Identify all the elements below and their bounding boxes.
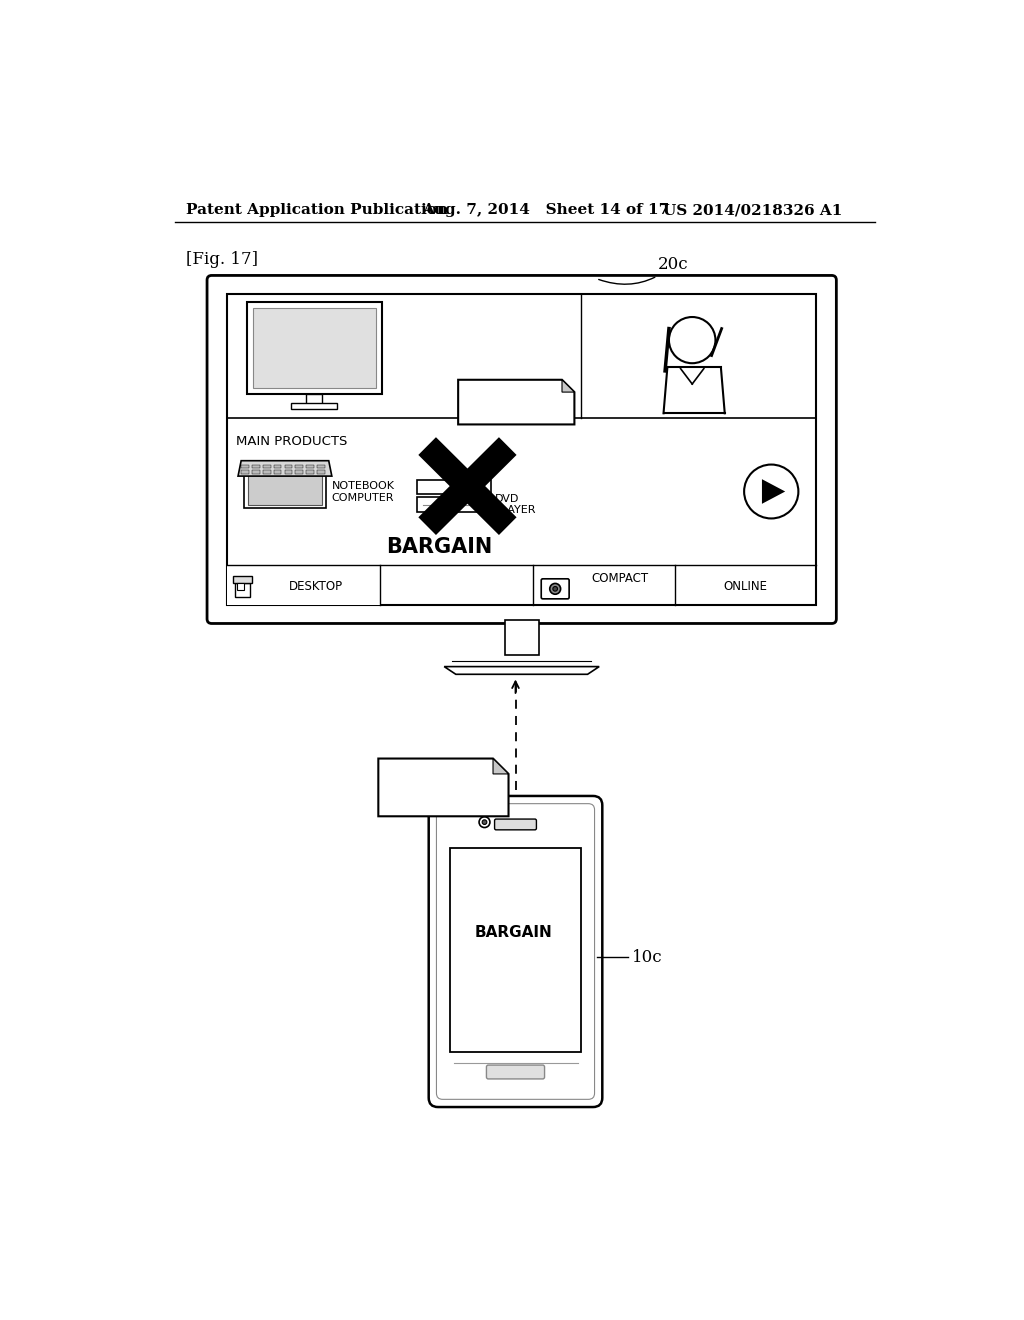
Bar <box>263 465 270 469</box>
Bar <box>505 620 539 655</box>
Circle shape <box>482 820 486 825</box>
Bar <box>227 294 816 605</box>
Polygon shape <box>238 461 332 477</box>
Polygon shape <box>762 479 785 504</box>
Text: US 2014/0218326 A1: US 2014/0218326 A1 <box>663 203 842 216</box>
Text: MAIN PRODUCTS: MAIN PRODUCTS <box>237 436 348 449</box>
Bar <box>241 465 249 469</box>
Bar <box>237 583 245 590</box>
Polygon shape <box>378 759 509 816</box>
Bar <box>291 404 337 409</box>
Text: Patent Application Publication: Patent Application Publication <box>186 203 449 216</box>
Bar <box>252 465 260 469</box>
Bar <box>295 470 303 474</box>
Bar <box>317 470 325 474</box>
Bar <box>247 302 382 395</box>
Text: 20c: 20c <box>599 256 689 284</box>
Text: BARGAIN: BARGAIN <box>474 925 552 940</box>
FancyBboxPatch shape <box>207 276 837 623</box>
Polygon shape <box>562 380 574 392</box>
Circle shape <box>479 817 489 828</box>
FancyBboxPatch shape <box>486 1065 545 1078</box>
Bar <box>295 465 303 469</box>
Bar <box>245 461 326 508</box>
Bar <box>306 465 314 469</box>
Bar <box>241 470 249 474</box>
FancyBboxPatch shape <box>429 796 602 1107</box>
Bar <box>253 308 376 388</box>
Bar <box>417 496 490 512</box>
Text: NOTEBOOK
COMPUTER: NOTEBOOK COMPUTER <box>332 482 395 503</box>
Text: [Fig. 17]: [Fig. 17] <box>186 251 258 268</box>
Bar <box>306 470 314 474</box>
Polygon shape <box>458 380 574 425</box>
FancyBboxPatch shape <box>542 579 569 599</box>
Text: Aug. 7, 2014   Sheet 14 of 17: Aug. 7, 2014 Sheet 14 of 17 <box>423 203 670 216</box>
Ellipse shape <box>669 317 716 363</box>
Circle shape <box>550 583 560 594</box>
Text: COMPACT: COMPACT <box>591 573 648 586</box>
Bar <box>273 470 282 474</box>
FancyBboxPatch shape <box>436 804 595 1100</box>
Bar <box>451 847 581 1052</box>
Text: DVD
PLAYER: DVD PLAYER <box>496 494 537 515</box>
Text: BARGAIN: BARGAIN <box>386 537 493 557</box>
Bar <box>285 465 292 469</box>
Text: 10c: 10c <box>632 949 663 966</box>
Bar <box>263 470 270 474</box>
Bar <box>252 470 260 474</box>
Circle shape <box>553 586 557 591</box>
Bar <box>317 465 325 469</box>
Bar <box>417 480 490 494</box>
FancyBboxPatch shape <box>495 818 537 830</box>
Bar <box>233 576 252 583</box>
Bar <box>273 465 282 469</box>
Bar <box>285 470 292 474</box>
Text: DESKTOP: DESKTOP <box>289 579 343 593</box>
Polygon shape <box>493 759 509 774</box>
Bar <box>306 395 322 405</box>
Polygon shape <box>444 667 599 675</box>
Text: ONLINE: ONLINE <box>724 579 768 593</box>
Circle shape <box>744 465 799 519</box>
Bar <box>248 465 322 504</box>
Bar <box>234 583 251 598</box>
Bar <box>227 565 380 605</box>
